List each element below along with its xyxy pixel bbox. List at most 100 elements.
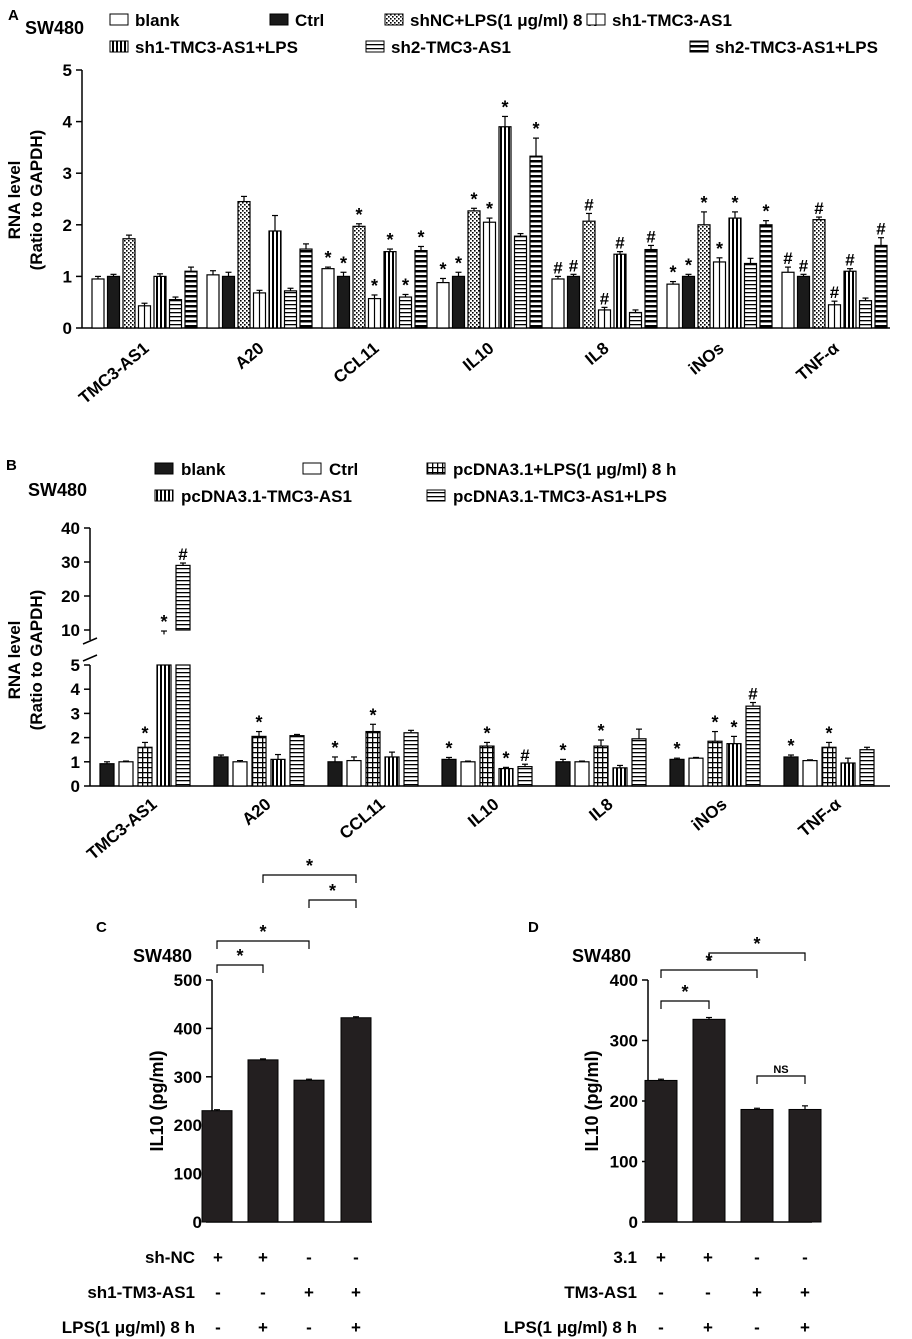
panel-c-condition-sign: + xyxy=(258,1318,268,1337)
panel-a-bar xyxy=(697,224,711,329)
panel-d-condition-sign: + xyxy=(656,1248,666,1267)
panel-a-bar xyxy=(383,251,397,329)
panel-b-axis-break xyxy=(82,637,98,645)
panel-d-y-tick-label: 400 xyxy=(610,971,638,990)
panel-c-bracket xyxy=(262,874,357,883)
panel-b-y-tick-label: 3 xyxy=(71,704,80,723)
panel-a-y-tick-label: 3 xyxy=(63,164,72,183)
panel-b-legend-swatch xyxy=(154,489,174,502)
panel-b-letter: B xyxy=(6,457,17,474)
panel-a-bar xyxy=(681,275,696,329)
panel-a-sig-mark: * xyxy=(386,230,393,250)
panel-a-sig-mark: # xyxy=(876,220,886,239)
panel-d-condition-sign: - xyxy=(705,1283,711,1302)
panel-b-y-tick-label: 5 xyxy=(71,656,80,675)
panel-c-bracket-label: * xyxy=(306,856,313,876)
panel-a-x-tick-label: TMC3-AS1 xyxy=(75,339,152,408)
panel-a-y-label-1: RNA level xyxy=(5,161,24,240)
panel-b-legend: blank Ctrl pcDNA3.1+LPS(1 μg/ml) 8 h pcDNA3… xyxy=(154,460,676,506)
panel-d-condition-label: LPS(1 μg/ml) 8 h xyxy=(504,1318,637,1337)
panel-c-condition-sign: - xyxy=(215,1318,221,1337)
panel-b-bar xyxy=(783,756,799,787)
panel-c-y-tick-label: 100 xyxy=(174,1165,202,1184)
panel-a-sig-mark: * xyxy=(355,205,362,225)
panel-b-sig-mark: * xyxy=(255,713,262,733)
panel-a-bar xyxy=(796,275,811,329)
panel-b-bar xyxy=(859,749,875,787)
panel-b-y-tick-label: 30 xyxy=(61,553,80,572)
panel-a-sig-mark: * xyxy=(402,275,409,295)
panel-a-bar xyxy=(644,248,658,329)
panel-b-chart: 0 1 2 3 4 5 10 20 30 40 RNA level (Ratio to GAPDH) *… xyxy=(5,460,890,864)
panel-a-sig-mark: # xyxy=(845,251,855,270)
panel-b-sig-mark: * xyxy=(445,738,452,758)
panel-a-sig-mark: * xyxy=(340,253,347,273)
panel-d-condition-sign: - xyxy=(658,1283,664,1302)
panel-a-bar xyxy=(436,281,450,329)
panel-b-bar xyxy=(327,761,343,787)
panel-a-bar xyxy=(168,299,183,329)
panel-a-sig-mark: * xyxy=(762,202,769,222)
panel-a-x-tick-label: iNOs xyxy=(685,339,728,379)
panel-b-bar xyxy=(631,738,647,787)
panel-d-bracket-label: * xyxy=(681,982,688,1002)
panel-a-sig-mark: # xyxy=(615,234,625,253)
panel-a-sig-mark: * xyxy=(501,97,508,117)
panel-c-condition-sign: - xyxy=(306,1318,312,1337)
panel-c-condition-label: LPS(1 μg/ml) 8 h xyxy=(62,1318,195,1337)
panel-d-y-tick-label: 0 xyxy=(629,1213,638,1232)
panel-a-bar xyxy=(122,238,136,329)
panel-a-x-tick-label: IL8 xyxy=(582,339,613,369)
panel-a-sig-mark: # xyxy=(814,199,824,218)
panel-c-y-tick-label: 0 xyxy=(193,1213,202,1232)
panel-b-legend-swatch xyxy=(426,462,446,475)
panel-b-y-tick-label: 40 xyxy=(61,519,80,538)
panel-b-bar xyxy=(498,767,514,787)
panel-b-sig-mark: * xyxy=(331,738,338,758)
panel-a-x-tick-label: CCL11 xyxy=(330,339,383,388)
panel-b-bar xyxy=(175,664,191,787)
panel-d-condition-sign: - xyxy=(754,1248,760,1267)
panel-a-y-tick-label: 1 xyxy=(63,267,72,286)
panel-b-bar xyxy=(441,758,457,787)
panel-a-bar xyxy=(153,275,167,329)
panel-b-y-tick-label: 1 xyxy=(71,753,80,772)
panel-b-sig-mark: * xyxy=(502,748,509,768)
panel-b-legend-swatch xyxy=(302,462,322,475)
panel-a-sig-mark: * xyxy=(532,119,539,139)
panel-d-condition-sign: + xyxy=(703,1318,713,1337)
panel-d-condition-label: 3.1 xyxy=(613,1248,637,1267)
panel-a-sig-mark: # xyxy=(569,256,579,275)
panel-a-bar xyxy=(566,275,581,329)
panel-a-legend-swatch xyxy=(365,40,385,53)
panel-a-y-tick-label: 0 xyxy=(63,319,72,338)
panel-d-y-tick-label: 300 xyxy=(610,1032,638,1051)
panel-b-y-tick-label: 4 xyxy=(71,680,81,699)
panel-a-bar xyxy=(858,300,873,329)
panel-a-bar xyxy=(206,274,220,329)
panel-a-sig-mark: # xyxy=(830,283,840,302)
panel-b-bar-upper xyxy=(175,564,191,631)
panel-a-bar xyxy=(498,126,512,329)
panel-a-bar xyxy=(398,296,413,329)
panel-a-x-tick-label: IL10 xyxy=(459,339,497,375)
panel-d-y-tick-label: 100 xyxy=(610,1153,638,1172)
panel-a-sig-mark: * xyxy=(669,263,676,283)
panel-d-letter: D xyxy=(528,919,539,936)
panel-b-bar xyxy=(688,757,704,787)
panel-a-bar xyxy=(743,262,758,329)
panel-b-legend-label: pcDNA3.1-TMC3-AS1 xyxy=(181,487,352,506)
panel-a-header: A SW480 xyxy=(8,7,84,38)
panel-a-legend-label: sh1-TMC3-AS1+LPS xyxy=(135,38,298,57)
panel-a-bar xyxy=(582,220,596,329)
panel-a-x-tick-label: A20 xyxy=(231,339,267,374)
panel-a-sig-mark: * xyxy=(685,255,692,275)
panel-a-sig-mark: # xyxy=(799,256,809,275)
panel-a-bar xyxy=(299,248,313,329)
panel-b-x-tick-label: TMC3-AS1 xyxy=(83,795,160,864)
panel-a-bar xyxy=(529,155,543,329)
panel-b-y-tick-label: 0 xyxy=(71,777,80,796)
panel-a-legend-swatch xyxy=(109,13,129,26)
panel-d-bracket-label: NS xyxy=(773,1064,788,1076)
panel-b-x-tick-label: TNF-α xyxy=(795,794,845,841)
